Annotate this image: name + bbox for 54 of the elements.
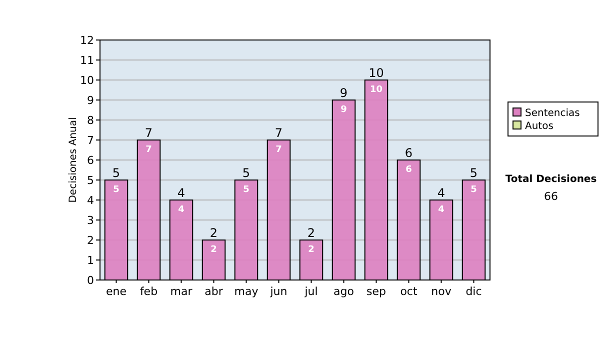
y-tick-label: 8: [87, 114, 94, 127]
data-label: 9: [340, 105, 347, 115]
total-label: 6: [404, 146, 413, 160]
x-tick-label: feb: [140, 285, 158, 298]
x-tick-label: jun: [269, 285, 288, 298]
legend-label: Sentencias: [525, 108, 580, 119]
x-tick-label: jul: [304, 285, 318, 298]
y-tick-label: 0: [87, 274, 94, 287]
text: Total Decisiones: [505, 174, 597, 185]
y-tick-label: 3: [87, 214, 94, 227]
text: 66: [544, 190, 558, 203]
total-label: 5: [242, 166, 250, 180]
total-label: 7: [274, 126, 283, 140]
y-tick-label: 4: [87, 194, 94, 207]
total-label: 7: [144, 126, 153, 140]
y-tick-label: 9: [87, 94, 94, 107]
x-tick-label: sep: [366, 285, 386, 298]
data-label: 5: [470, 185, 477, 195]
data-label: 6: [406, 165, 412, 175]
data-label: 4: [178, 205, 184, 215]
x-tick-label: mar: [170, 285, 193, 298]
y-axis-title: Decisiones Anual: [68, 117, 79, 203]
x-tick-label: ene: [106, 285, 127, 298]
x-tick-label: oct: [400, 285, 418, 298]
y-tick-label: 12: [80, 34, 94, 47]
data-label: 7: [146, 145, 152, 155]
total-label: 10: [368, 66, 384, 80]
total-label: 5: [470, 166, 478, 180]
x-tick-label: dic: [466, 285, 482, 298]
data-label: 5: [243, 185, 250, 195]
x-tick-label: may: [234, 285, 259, 298]
data-label: 2: [210, 245, 217, 255]
x-tick-label: abr: [204, 285, 224, 298]
total-label: 4: [437, 186, 446, 200]
y-tick-label: 2: [87, 234, 94, 247]
data-label: 5: [113, 185, 120, 195]
y-tick-label: 5: [87, 174, 94, 187]
y-tick-label: 11: [80, 54, 94, 67]
total-label: 9: [340, 86, 348, 100]
x-tick-label: nov: [431, 285, 452, 298]
y-tick-label: 10: [80, 74, 94, 87]
y-tick-label: 6: [87, 154, 94, 167]
data-label: 4: [438, 205, 444, 215]
x-tick-label: ago: [334, 285, 354, 298]
total-label: 2: [210, 226, 218, 240]
total-label: 5: [112, 166, 120, 180]
y-tick-label: 7: [87, 134, 94, 147]
legend-label: Autos: [525, 121, 554, 132]
total-label: 4: [177, 186, 186, 200]
data-label: 2: [308, 245, 314, 255]
total-label: 2: [307, 226, 316, 240]
y-tick-label: 1: [87, 254, 94, 267]
data-label: 10: [370, 85, 383, 95]
data-label: 7: [276, 145, 282, 155]
